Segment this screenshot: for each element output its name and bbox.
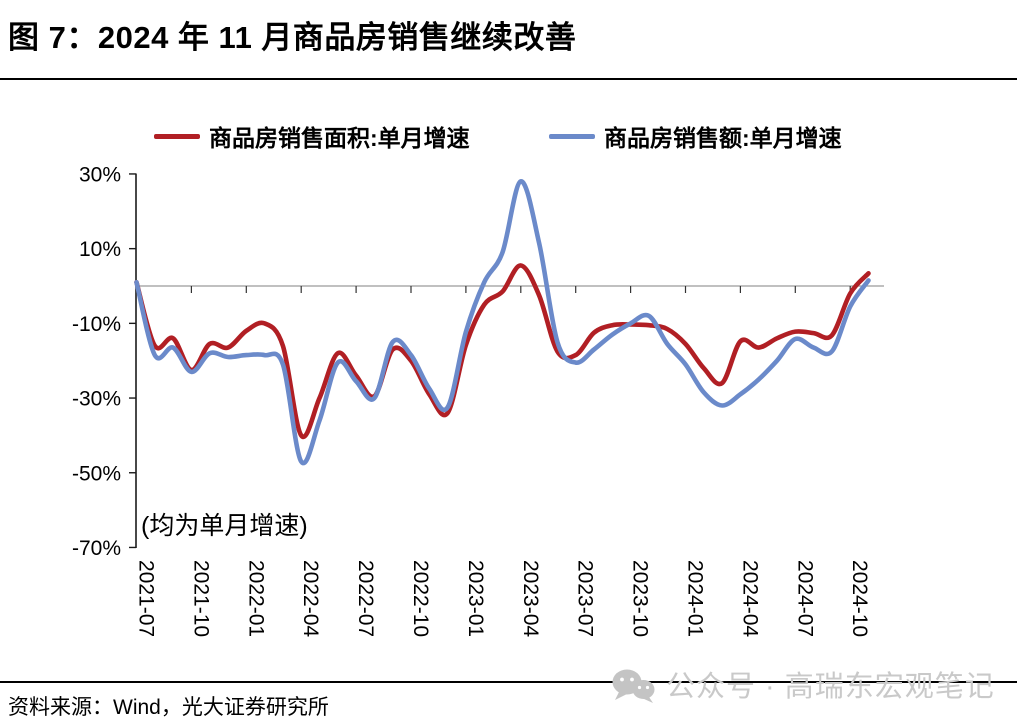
source-note: 资料来源：Wind，光大证券研究所 <box>8 696 329 719</box>
figure-title: 图 7：2024 年 11 月商品房销售继续改善 <box>8 20 577 55</box>
sales-amount-line <box>134 179 871 466</box>
y-tick-label: -50% <box>72 462 121 485</box>
legend-item-sales-area: 商品房销售面积:单月增速 <box>154 120 470 152</box>
x-tick-label: 2024-07 <box>793 560 816 637</box>
x-tick-label: 2024-10 <box>848 560 871 637</box>
x-tick-label: 2022-10 <box>409 560 432 637</box>
x-tick-label: 2024-04 <box>738 560 761 637</box>
x-tick-label: 2023-04 <box>519 560 542 637</box>
wechat-icon <box>612 669 655 703</box>
x-tick-label: 2024-01 <box>684 560 707 637</box>
red-line-swatch <box>154 133 200 139</box>
y-tick-label: 10% <box>79 238 121 261</box>
legend-label-sales-amount: 商品房销售额:单月增速 <box>604 125 842 151</box>
sales-area-line <box>134 263 871 440</box>
legend-label-sales-area: 商品房销售面积:单月增速 <box>209 125 470 151</box>
x-tick-label: 2023-10 <box>629 560 652 637</box>
x-tick-label: 2021-10 <box>189 560 212 637</box>
x-tick-label: 2023-07 <box>574 560 597 637</box>
y-tick-label: -70% <box>72 537 121 560</box>
x-tick-label: 2022-01 <box>244 560 267 637</box>
watermark: 公众号 · 高瑞东宏观笔记 <box>610 668 995 704</box>
y-tick-label: -10% <box>72 313 121 336</box>
x-tick-label: 2021-07 <box>135 560 158 637</box>
y-tick-label: -30% <box>72 388 121 411</box>
blue-line-swatch <box>549 133 595 139</box>
watermark-text: 公众号 · 高瑞东宏观笔记 <box>666 671 995 703</box>
footer-divider <box>0 681 1017 683</box>
chart-legend: 商品房销售面积:单月增速 商品房销售额:单月增速 <box>0 120 1017 152</box>
y-tick-label: 30% <box>79 163 121 186</box>
title-divider <box>0 78 1017 80</box>
chart-annotation: (均为单月增速) <box>141 512 308 540</box>
x-tick-label: 2023-01 <box>464 560 487 637</box>
legend-item-sales-amount: 商品房销售额:单月增速 <box>549 120 842 152</box>
x-tick-label: 2022-04 <box>299 560 322 637</box>
x-tick-label: 2022-07 <box>354 560 377 637</box>
